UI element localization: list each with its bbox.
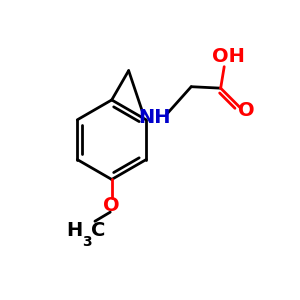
- Text: H: H: [66, 221, 82, 241]
- Text: O: O: [103, 196, 120, 215]
- Text: C: C: [91, 221, 106, 241]
- Text: NH: NH: [138, 108, 171, 127]
- Text: O: O: [238, 101, 255, 120]
- Text: OH: OH: [212, 47, 245, 66]
- Text: 3: 3: [82, 235, 92, 249]
